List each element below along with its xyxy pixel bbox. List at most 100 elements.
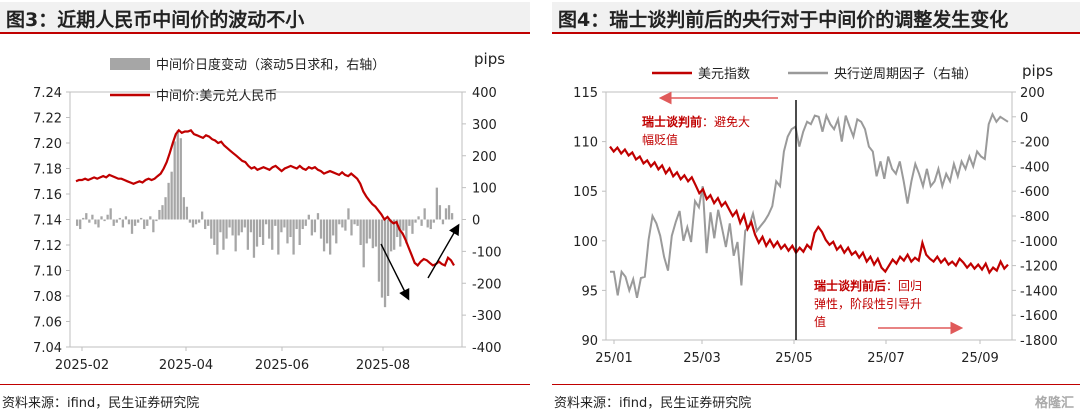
bar-daily-change [133, 219, 137, 226]
y-right-tick-label: 0 [1020, 111, 1028, 126]
bar-daily-change [79, 219, 82, 230]
bar-daily-change [280, 219, 283, 233]
bar-daily-change [182, 197, 185, 220]
bar-daily-change [252, 219, 256, 258]
y-left-tick-label: 110 [573, 136, 598, 151]
bar-daily-change [377, 219, 381, 282]
bar-daily-change [268, 219, 271, 239]
bar-daily-change [310, 219, 314, 236]
annotation-before-bold: 瑞士谈判前 [642, 114, 702, 129]
bar-daily-change [429, 219, 432, 230]
bar-daily-change [112, 219, 115, 226]
bar-daily-change [170, 171, 173, 220]
bar-daily-change [173, 141, 176, 220]
bar-daily-change [127, 219, 131, 225]
line-countercyclical-factor [610, 111, 1009, 299]
x-tick-label: 25/03 [683, 351, 720, 366]
left-chart-svg: 7.24 7.22 7.20 7.18 7.16 7.14 7.12 7.10 7.08 7.06… [33, 50, 505, 373]
legend-label-bar: 中间价日度变动（滚动5日求和，右轴） [156, 57, 385, 73]
bar-daily-change [322, 219, 326, 252]
bar-daily-change [100, 216, 103, 220]
bar-daily-change [359, 219, 362, 245]
y-left-tick-label: 100 [573, 235, 598, 250]
bar-daily-change [191, 219, 195, 228]
bar-daily-change [313, 219, 317, 233]
bar-daily-change [216, 219, 219, 255]
bar-daily-change [435, 187, 438, 220]
x-tick-label: 2025-04 [159, 358, 213, 373]
bar-daily-change [444, 208, 448, 220]
y-right-tick-label: -400 [472, 341, 502, 356]
bar-daily-change [179, 138, 182, 220]
annotation-after-line3: 值 [814, 314, 826, 329]
bar-daily-change [194, 219, 198, 225]
y-right-axis-label: pips [474, 50, 505, 68]
y-left-tick-label: 115 [573, 86, 598, 101]
bar-daily-change [362, 219, 365, 268]
bar-daily-change [234, 219, 237, 252]
bar-daily-change [316, 213, 320, 220]
bar-daily-change [402, 219, 405, 231]
bar-daily-change [176, 130, 179, 220]
bar-daily-change [389, 219, 393, 252]
bar-daily-change [167, 182, 170, 220]
bar-daily-change [335, 219, 338, 244]
bar-daily-change [307, 214, 310, 220]
y-right-tick-label: -400 [1020, 160, 1050, 175]
bar-daily-change [228, 219, 231, 228]
right-source-divider [552, 384, 1080, 385]
annotation-before-rest: ：避免大 [702, 114, 750, 129]
bar-daily-change [88, 219, 91, 223]
y-right-tick-label: -1200 [1020, 260, 1058, 275]
bar-daily-change [197, 219, 201, 223]
bar-daily-change [414, 219, 417, 223]
y-left-tick-label: 7.16 [33, 188, 62, 203]
y-right-tick-label: -200 [472, 277, 502, 292]
right-chart-svg: 115 110 105 100 95 90 200 0 -200 -400 -600 -800 -100… [573, 62, 1058, 366]
bar-daily-change [417, 216, 420, 220]
bar-daily-change [210, 219, 213, 239]
bar-daily-change [91, 214, 94, 220]
y-right-tick-label: -1600 [1020, 309, 1058, 324]
bar-daily-change [368, 219, 371, 239]
y-right-tick-label: -200 [1020, 136, 1050, 151]
watermark-logo: 格隆汇 [1034, 396, 1074, 411]
bar-daily-change [450, 213, 454, 220]
annotation-after-rest: ：回归 [886, 279, 922, 293]
y-left-tick-label: 7.12 [33, 239, 62, 254]
left-source-divider [0, 384, 530, 385]
bar-daily-change [225, 219, 228, 239]
bar-daily-change [207, 219, 210, 226]
bar-daily-change [213, 219, 216, 245]
bar-daily-change [249, 219, 253, 233]
bar-daily-change [204, 219, 207, 230]
bar-daily-change [143, 219, 146, 230]
y-left-tick-label: 90 [581, 334, 598, 349]
bar-daily-change [332, 219, 335, 236]
bar-daily-change [432, 219, 435, 223]
x-tick-label: 25/01 [595, 351, 632, 366]
y-right-tick-label: 200 [472, 150, 497, 165]
right-chart-title: 图4：瑞士谈判前后的央行对于中间价的调整发生变化 [558, 9, 1009, 31]
annotation-before-line1: 瑞士谈判前：避免大 [642, 114, 750, 129]
annotation-after-line2: 弹性，阶段性引导升 [814, 296, 922, 311]
bar-daily-change [350, 219, 353, 236]
bar-daily-change [286, 219, 289, 244]
line-dollar-index [609, 145, 1009, 275]
bar-daily-change [347, 208, 350, 220]
y-right-tick-label: -1800 [1020, 334, 1058, 349]
bar-daily-change [265, 219, 268, 225]
right-source-text: 资料来源：ifind，民生证券研究院 [554, 396, 752, 411]
y-left-tick-label: 95 [581, 284, 598, 299]
bar-daily-change [396, 219, 399, 238]
bar-daily-change [155, 219, 158, 222]
bar-daily-change [295, 219, 298, 230]
left-source-text: 资料来源：ifind，民生证券研究院 [2, 396, 200, 411]
bar-daily-change [161, 205, 164, 220]
bar-daily-change [121, 219, 125, 228]
bar-daily-change [426, 219, 429, 228]
bar-daily-change [97, 219, 100, 228]
y-right-tick-label: -800 [1020, 210, 1050, 225]
bar-daily-change [393, 219, 396, 250]
bar-daily-change [136, 219, 140, 223]
